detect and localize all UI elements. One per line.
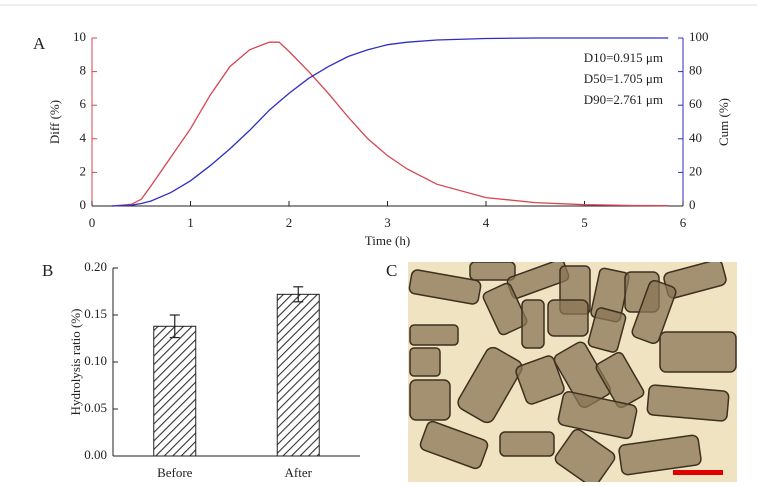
y-tick-label: 0 — [80, 197, 87, 212]
annotation: D10=0.915 μm — [584, 50, 663, 65]
data-line — [111, 41, 669, 207]
y-tick-label: 60 — [689, 96, 702, 111]
y-tick-label: 4 — [80, 130, 87, 145]
data-line — [111, 37, 669, 207]
bar — [276, 293, 320, 457]
x-axis-label: Time (h) — [365, 233, 410, 248]
y-tick-label: 0.20 — [84, 259, 107, 274]
y-tick-label: 6 — [80, 96, 87, 111]
x-tick-label: 1 — [187, 215, 194, 230]
y-tick-label: 0.00 — [84, 447, 107, 462]
y-tick-label: 100 — [689, 29, 709, 44]
error-bar — [293, 286, 304, 303]
y-tick-label: 10 — [73, 29, 86, 44]
x-tick-label: 6 — [680, 215, 687, 230]
y-tick-label: 0.10 — [84, 353, 107, 368]
x-tick-label: 0 — [89, 215, 96, 230]
annotation: D50=1.705 μm — [584, 71, 663, 86]
micrograph — [408, 262, 737, 482]
y-tick-label: 0 — [689, 197, 696, 212]
y-axis-label: Cum (%) — [716, 98, 731, 146]
y-axis-label: Diff (%) — [47, 100, 62, 144]
error-bar — [169, 314, 180, 339]
x-tick-label: After — [285, 465, 313, 480]
y-tick-label: 20 — [689, 163, 702, 178]
x-tick-label: 2 — [286, 215, 293, 230]
y-tick-label: 0.05 — [84, 400, 107, 415]
x-tick-label: 5 — [581, 215, 588, 230]
y-tick-label: 0.15 — [84, 306, 107, 321]
panel-label: C — [386, 261, 397, 280]
bar — [153, 325, 197, 457]
panel-label: B — [42, 261, 53, 280]
y-tick-label: 40 — [689, 130, 702, 145]
panel-label: A — [33, 34, 46, 53]
y-tick-label: 80 — [689, 63, 702, 78]
x-tick-label: Before — [157, 465, 193, 480]
annotation: D90=2.761 μm — [584, 92, 663, 107]
y-tick-label: 2 — [80, 163, 87, 178]
x-tick-label: 3 — [384, 215, 391, 230]
x-tick-label: 4 — [483, 215, 490, 230]
y-tick-label: 8 — [80, 63, 87, 78]
y-axis-label: Hydrolysis ratio (%) — [68, 309, 83, 416]
